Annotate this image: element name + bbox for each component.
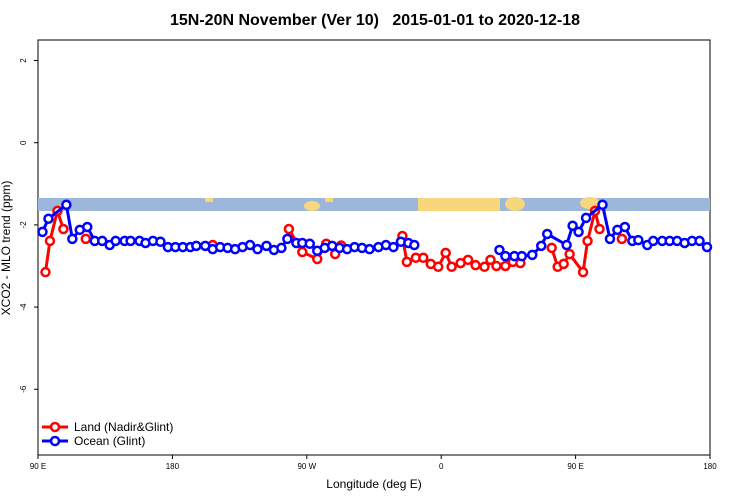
point [388,241,399,253]
x-tick-label: 90 E [567,462,583,471]
x-tick-label: 180 [166,462,180,471]
point [364,243,375,255]
point [462,254,474,266]
point [500,250,511,262]
point [577,266,589,278]
point [110,235,121,247]
point [561,239,572,251]
point [125,235,136,247]
point [401,256,413,268]
point [96,235,108,247]
legend-label: Land (Nadir&Glint) [74,420,173,434]
point [619,221,631,233]
point [261,240,272,252]
point [494,244,505,256]
point [440,247,451,259]
point [536,240,547,252]
point [418,252,429,264]
point [616,233,628,245]
point [44,235,56,247]
point [470,259,481,271]
y-tick-label: -4 [19,303,28,311]
point [541,228,553,240]
point [276,242,287,254]
point [304,238,316,250]
point [564,248,575,260]
point [516,250,528,262]
x-tick-label: 0 [439,462,444,471]
legend-label: Ocean (Glint) [74,434,145,448]
point [573,226,584,238]
point [558,258,569,270]
y-axis-label: XCO2 - MLO trend (ppm) [0,181,13,316]
point [282,233,293,245]
x-tick-label: 180 [703,462,717,471]
map-strip [38,197,710,211]
point [61,199,72,211]
point [582,235,593,247]
point [58,223,69,235]
series [37,199,713,262]
point [594,223,605,235]
point [701,241,713,253]
point [312,253,323,265]
x-tick-label: 90 W [297,462,316,471]
point [409,239,420,251]
point [633,234,644,246]
point [527,249,538,261]
point [37,226,48,238]
point [546,242,557,254]
point [80,233,92,245]
point [43,213,54,224]
point [597,199,608,211]
point [283,223,295,235]
point [485,254,496,266]
y-tick-label: -2 [19,221,28,229]
point [580,212,592,224]
point [567,220,578,231]
point [648,235,659,247]
y-tick-label: 0 [19,140,28,145]
y-tick-label: 2 [19,58,28,63]
point [191,240,202,252]
point [479,261,490,273]
point [252,243,263,255]
point [694,235,705,247]
legend-marker [49,435,61,447]
point [297,246,308,258]
chart-title: 15N-20N November (Ver 10) 2015-01-01 to … [170,12,580,29]
point [155,236,166,247]
point [244,239,256,251]
point [82,221,93,233]
point [446,261,457,273]
point [432,261,444,273]
y-tick-label: -6 [19,385,28,393]
point [491,260,502,272]
point [40,266,51,278]
point [604,233,616,245]
legend-marker [49,421,61,433]
x-tick-label: 90 E [30,462,46,471]
point [67,233,78,245]
x-axis-label: Longitude (deg E) [326,477,421,491]
point [500,260,511,272]
